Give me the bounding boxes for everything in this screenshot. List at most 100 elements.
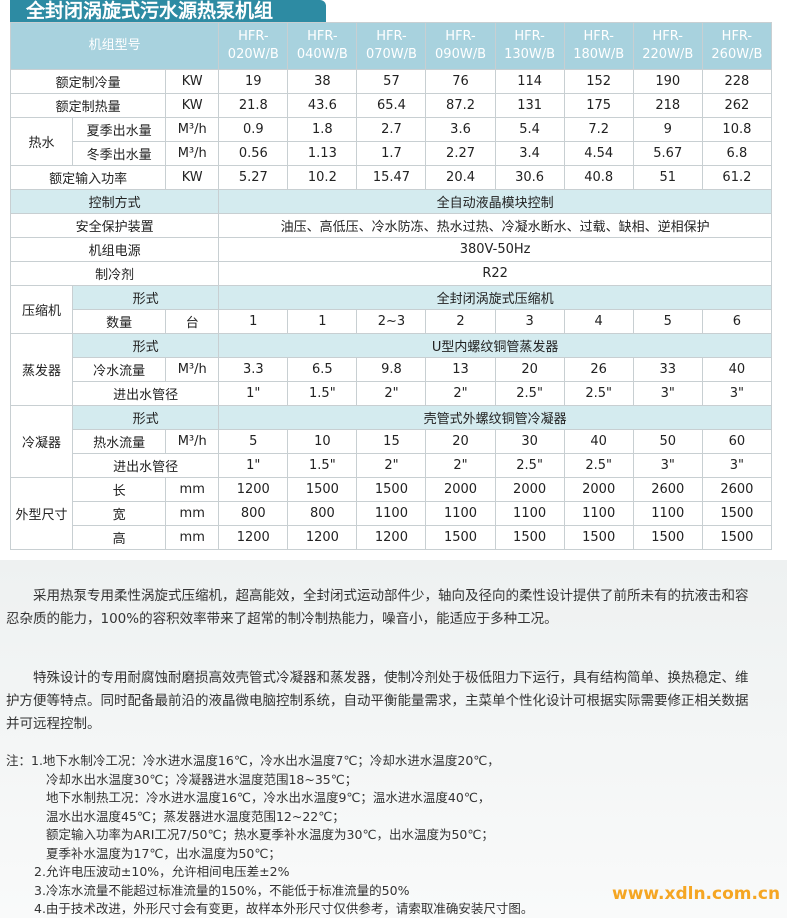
value-cell: 1500 [287,477,358,502]
value-cell: 40.8 [563,165,634,190]
value-cell: 262 [701,93,773,118]
value-cell: 800 [287,501,358,526]
value-cell: 2~3 [356,309,427,334]
row-label: 形式 [72,285,220,310]
value-cell: 175 [563,93,634,118]
unit-cell: M³/h [165,357,220,382]
row-label: 冬季出水量 [72,141,167,166]
table-row: 冬季出水量 M³/h 0.56 1.13 1.7 2.27 3.4 4.54 5.67 6.8 [11,141,773,166]
value-cell: 1500 [356,477,427,502]
table-row: 压缩机 形式 全封闭涡旋式压缩机 [9,285,772,334]
value-cell: 3.6 [425,117,496,142]
row-label: 长 [72,477,167,502]
value-cell: 1200 [287,525,358,550]
description-area [0,560,787,918]
row-label: 安全保护装置 [9,213,220,238]
value-cell: 60 [701,429,773,454]
group-label: 压缩机 [9,285,74,334]
value-cell: 2000 [563,477,634,502]
value-cell: 1500 [632,525,703,550]
value-cell: 15 [356,429,427,454]
row-label: 控制方式 [9,189,220,214]
value-cell: 40 [563,429,634,454]
table-row: 额定制热量 KW 21.8 43.6 65.4 87.2 131 175 218 262 [9,93,773,118]
note-1-line: 温水出水温度45℃；蒸发器进水温度范围12~22℃； [46,808,345,824]
value-cell: 10.8 [701,117,773,142]
watermark: www.xdln.com.cn [612,884,781,904]
value-cell: 1200 [218,477,289,502]
value-cell: 87.2 [425,93,496,118]
value-cell: 13 [425,357,496,382]
unit-cell: mm [165,477,220,502]
row-label: 形式 [72,333,220,358]
value-cell: 2000 [425,477,496,502]
value-cell: 3" [701,381,773,406]
value-cell: 1" [218,381,289,406]
value-cell: 6.8 [701,141,773,166]
group-label: 热水 [9,117,74,166]
value-cell: 全自动液晶模块控制 [218,189,772,214]
value-cell: 380V-50Hz [218,237,772,262]
value-cell: 61.2 [701,165,773,190]
value-cell: 0.56 [218,141,289,166]
value-cell: 1.7 [356,141,427,166]
row-label: 额定输入功率 [9,165,167,190]
model-header: HFR- 180W/B [563,22,634,70]
model-header: HFR- 040W/B [287,22,358,70]
value-cell: 43.6 [287,93,358,118]
row-label: 额定制冷量 [9,69,167,94]
value-cell: 3.3 [218,357,289,382]
row-label: 热水流量 [72,429,167,454]
value-cell: 3 [494,309,565,334]
model-header: HFR- 220W/B [632,22,703,70]
value-cell: 30.6 [494,165,565,190]
value-cell: 26 [563,357,634,382]
unit-cell: M³/h [165,117,220,142]
group-label: 冷凝器 [9,405,74,478]
value-cell: 9 [632,117,703,142]
model-header: HFR- 020W/B [218,22,289,70]
value-cell: 20 [494,357,565,382]
table-row: 机组型号 HFR- 020W/B HFR- 040W/B HFR- 070W/B HFR… [9,22,773,70]
value-cell: 50 [632,429,703,454]
row-label: 冷水流量 [72,357,167,382]
value-cell: 1100 [632,501,703,526]
row-label: 进出水管径 [72,453,220,478]
table-row: 控制方式 全自动液晶模块控制 [9,189,772,214]
value-cell: 7.2 [563,117,634,142]
notes: 注：1.地下水制冷工况：冷水进水温度16℃，冷水出水温度7℃；冷却水进水温度20… [6,752,533,919]
value-cell: 76 [425,69,496,94]
spec-table: 机组型号 HFR- 020W/B HFR- 040W/B HFR- 070W/B HFR… [9,22,773,550]
row-label: 额定制热量 [9,93,167,118]
paragraph-exchanger: 特殊设计的专用耐腐蚀耐磨损高效壳管式冷凝器和蒸发器，使制冷剂处于极低阻力下运行，… [6,670,749,732]
table-row: 进出水管径 1" 1.5" 2" 2" 2.5" 2.5" 3" 3" [11,381,773,406]
note-1-line: 地下水制热工况：冷水进水温度16℃，冷水出水温度9℃；温水进水温度40℃， [46,790,491,805]
value-cell: 57 [356,69,427,94]
value-cell: 131 [494,93,565,118]
model-header: HFR- 070W/B [356,22,427,70]
value-cell: 40 [701,357,773,382]
row-label: 机组电源 [9,237,220,262]
value-cell: 33 [632,357,703,382]
value-cell: 1500 [425,525,496,550]
unit-cell: 台 [165,309,220,334]
value-cell: 6.5 [287,357,358,382]
value-cell: 1100 [494,501,565,526]
value-cell: 1" [218,453,289,478]
table-row: 数量台 1 1 2~3 2 3 4 5 6 [11,309,773,334]
table-row: 安全保护装置 油压、高低压、冷水防冻、热水过热、冷凝水断水、过载、缺相、逆相保护 [9,213,772,238]
value-cell: 2" [356,453,427,478]
value-cell: R22 [218,261,772,286]
value-cell: 10 [287,429,358,454]
value-cell: 2" [356,381,427,406]
value-cell: 38 [287,69,358,94]
value-cell: 2.27 [425,141,496,166]
value-cell: 2 [425,309,496,334]
value-cell: 1.8 [287,117,358,142]
unit-cell: M³/h [165,429,220,454]
value-cell: 6 [701,309,773,334]
value-cell: 2.5" [563,381,634,406]
value-cell: 1.5" [287,381,358,406]
value-cell: 2" [425,381,496,406]
unit-cell: KW [165,93,220,118]
